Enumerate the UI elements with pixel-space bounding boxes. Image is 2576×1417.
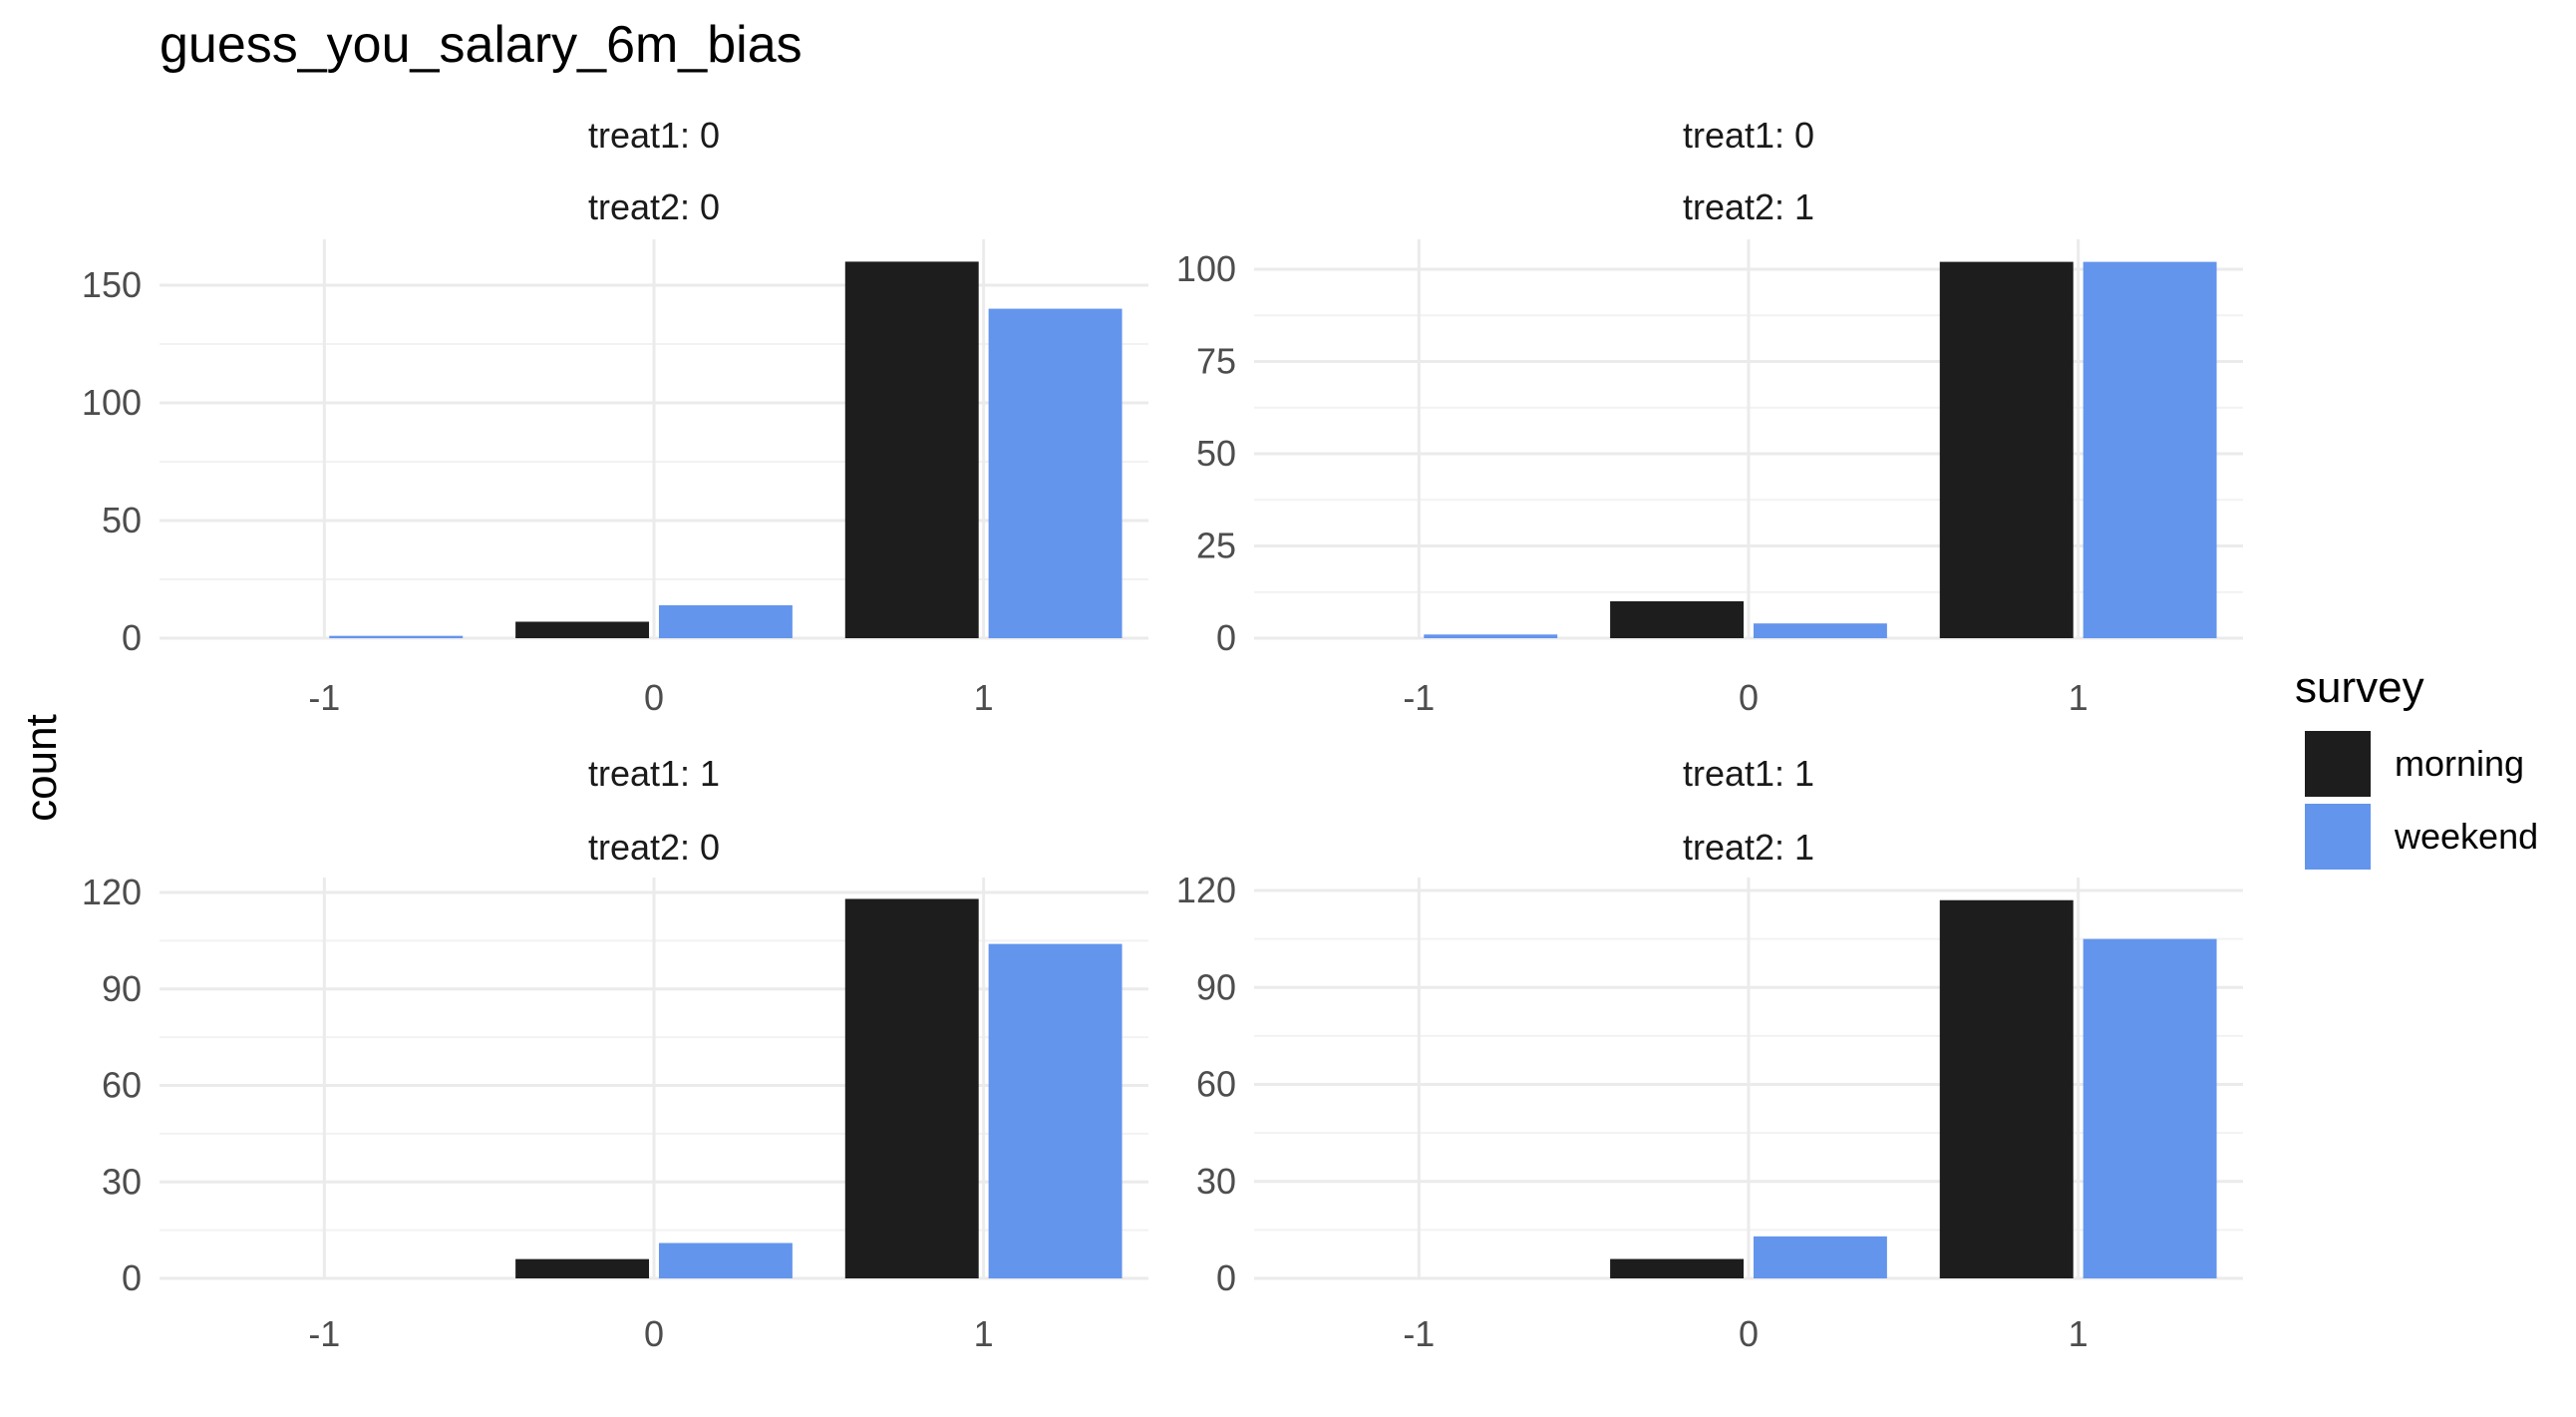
y-tick-label: 100 <box>1176 248 1236 289</box>
y-tick-label: 50 <box>102 500 142 540</box>
legend-title: survey <box>2295 663 2424 712</box>
y-tick-label: 0 <box>122 1257 142 1298</box>
facet-panel: treat1: 1 treat2: 1 0 30 60 90 120 -1 0 1 <box>1176 753 2243 1354</box>
x-tick-label: -1 <box>1403 677 1435 718</box>
x-tick-label: 1 <box>974 1313 994 1354</box>
bar-weekend <box>2083 261 2217 638</box>
bar-weekend <box>2083 938 2217 1278</box>
bar-morning <box>1939 261 2074 638</box>
facet-panel: treat1: 0 treat2: 1 0 25 50 75 100 -1 0 1 <box>1176 115 2243 718</box>
y-tick-label: 60 <box>102 1065 142 1106</box>
y-axis-label: count <box>17 714 66 822</box>
facet-strip-label: treat1: 1 <box>1683 753 1814 794</box>
bar-weekend <box>658 604 793 638</box>
facet-strip-label: treat2: 1 <box>1683 186 1814 227</box>
facet-panel: treat1: 1 treat2: 0 0 30 60 90 120 -1 0 1 <box>82 753 1148 1354</box>
legend: survey morning weekend <box>2295 663 2538 870</box>
bar-morning <box>515 1258 650 1278</box>
legend-label-weekend: weekend <box>2394 816 2538 857</box>
bar-weekend <box>658 1242 793 1278</box>
bar-morning <box>1939 899 2074 1278</box>
bar-morning <box>1610 601 1745 638</box>
bar-morning <box>844 898 979 1278</box>
facet-panel: treat1: 0 treat2: 0 0 50 100 150 -1 0 1 <box>82 115 1148 718</box>
y-tick-label: 0 <box>122 617 142 658</box>
x-tick-label: -1 <box>1403 1313 1435 1354</box>
x-tick-label: 1 <box>2069 1313 2089 1354</box>
bar-weekend <box>1424 634 1558 638</box>
y-tick-label: 90 <box>102 968 142 1009</box>
bar-weekend <box>329 635 464 638</box>
facet-strip-label: treat2: 1 <box>1683 827 1814 868</box>
y-tick-label: 100 <box>82 382 142 423</box>
y-tick-label: 25 <box>1196 526 1236 566</box>
x-tick-label: 0 <box>644 1313 664 1354</box>
bar-weekend <box>988 943 1123 1278</box>
bar-weekend <box>1753 1236 1887 1278</box>
y-tick-label: 0 <box>1216 1257 1236 1298</box>
y-tick-label: 50 <box>1196 433 1236 474</box>
x-tick-label: 0 <box>644 677 664 718</box>
y-tick-label: 30 <box>102 1161 142 1202</box>
bar-weekend <box>988 308 1123 638</box>
bar-morning <box>844 261 979 638</box>
facet-strip-label: treat1: 1 <box>588 753 720 794</box>
y-tick-label: 90 <box>1196 966 1236 1007</box>
y-tick-label: 30 <box>1196 1161 1236 1202</box>
legend-label-morning: morning <box>2395 743 2524 784</box>
bar-morning <box>1610 1258 1745 1278</box>
chart-title: guess_you_salary_6m_bias <box>160 16 803 74</box>
y-tick-label: 120 <box>1176 870 1236 910</box>
y-tick-label: 75 <box>1196 341 1236 382</box>
y-tick-label: 120 <box>82 872 142 912</box>
facet-strip-label: treat1: 0 <box>1683 115 1814 156</box>
bar-weekend <box>1753 623 1887 638</box>
legend-key-weekend <box>2305 804 2371 870</box>
y-tick-label: 150 <box>82 264 142 305</box>
x-tick-label: 1 <box>974 677 994 718</box>
y-tick-label: 0 <box>1216 617 1236 658</box>
y-tick-label: 60 <box>1196 1064 1236 1105</box>
facet-strip-label: treat1: 0 <box>588 115 720 156</box>
legend-key-morning <box>2305 731 2371 797</box>
x-tick-label: -1 <box>308 1313 340 1354</box>
x-tick-label: -1 <box>308 677 340 718</box>
x-tick-label: 0 <box>1739 677 1759 718</box>
facet-strip-label: treat2: 0 <box>588 186 720 227</box>
facet-strip-label: treat2: 0 <box>588 827 720 868</box>
x-tick-label: 1 <box>2069 677 2089 718</box>
bar-morning <box>515 621 650 638</box>
x-tick-label: 0 <box>1739 1313 1759 1354</box>
